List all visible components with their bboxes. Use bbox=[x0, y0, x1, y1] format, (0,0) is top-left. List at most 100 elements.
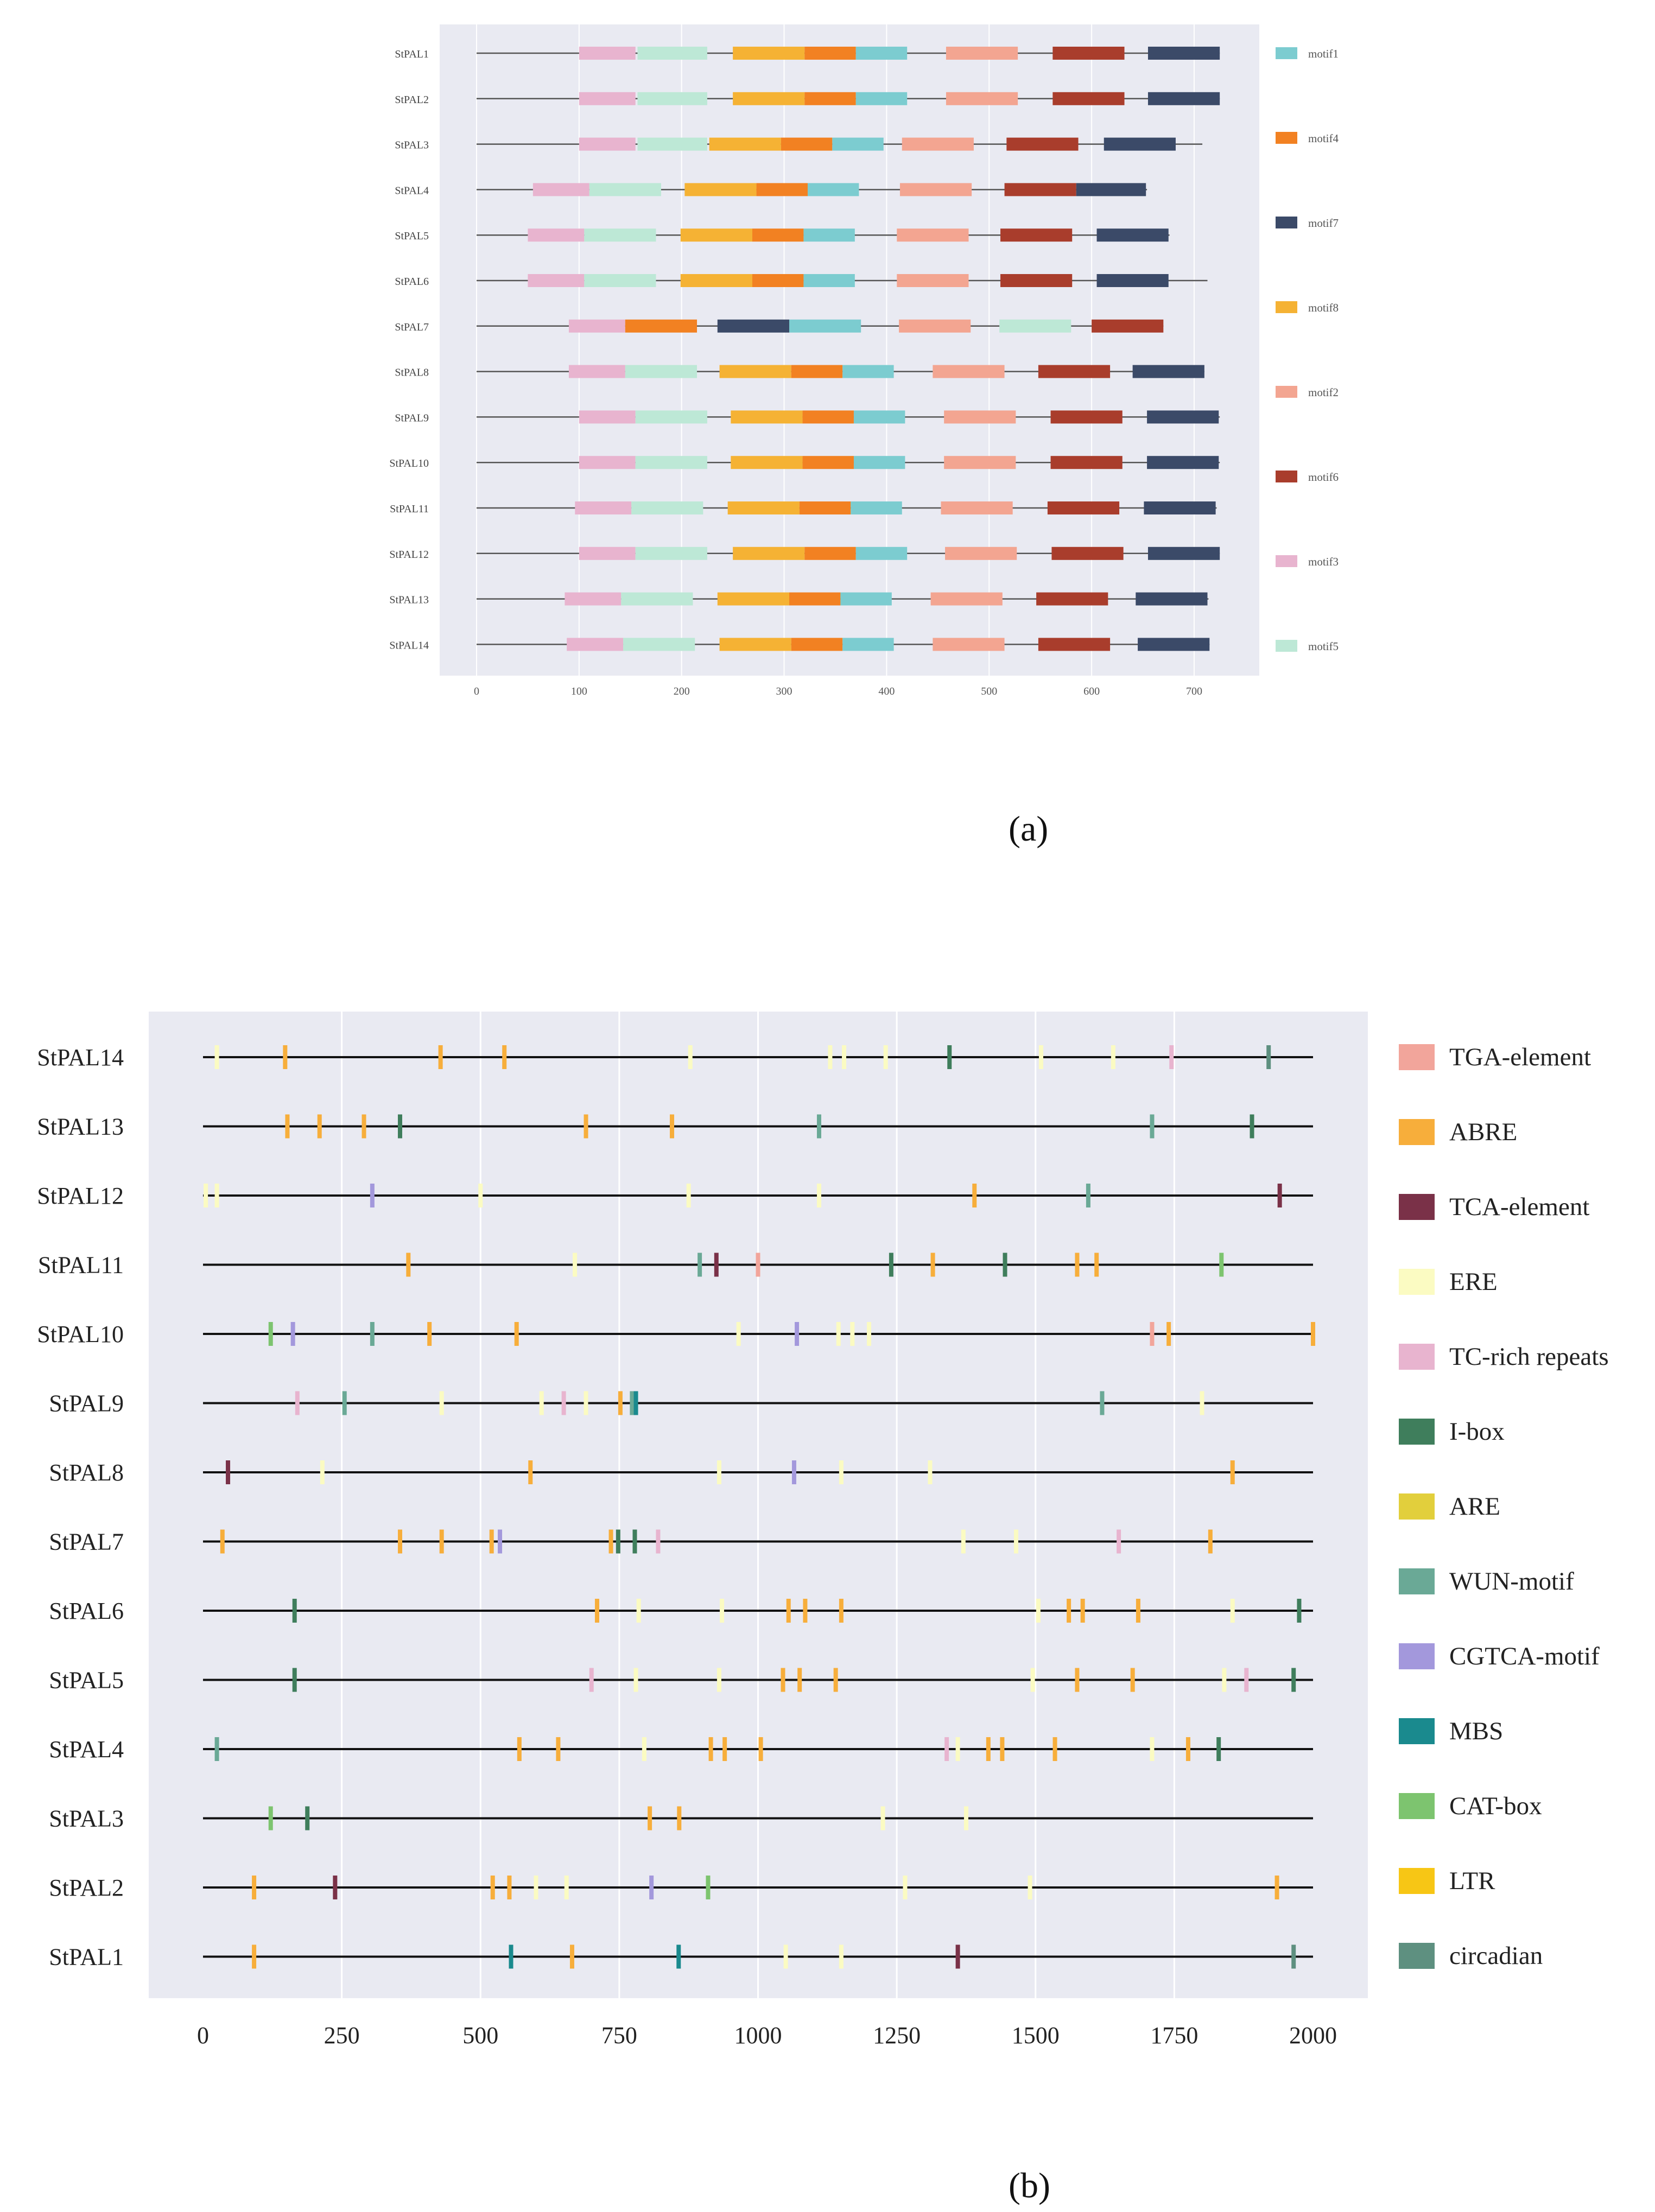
b-element-mark bbox=[889, 1253, 893, 1277]
a-motif-box bbox=[799, 501, 851, 514]
b-legend-swatch bbox=[1399, 1718, 1435, 1744]
a-motif-box bbox=[733, 92, 805, 105]
a-motif-box bbox=[631, 501, 703, 514]
b-element-mark bbox=[1230, 1460, 1235, 1484]
a-row-label: StPAL6 bbox=[395, 276, 429, 288]
a-tick-label: 400 bbox=[878, 685, 895, 697]
a-motif-box bbox=[842, 638, 894, 651]
b-element-mark bbox=[839, 1944, 844, 1969]
b-legend-label: TGA-element bbox=[1449, 1043, 1591, 1071]
panel-a-plot-background bbox=[440, 24, 1259, 676]
b-element-mark bbox=[509, 1944, 513, 1969]
a-legend-label: motif4 bbox=[1308, 132, 1339, 145]
a-tick-label: 600 bbox=[1083, 685, 1100, 697]
a-motif-box bbox=[933, 365, 1005, 378]
b-element-mark bbox=[490, 1876, 495, 1899]
b-element-mark bbox=[220, 1529, 225, 1554]
b-legend-label: CGTCA-motif bbox=[1449, 1642, 1600, 1670]
a-motif-box bbox=[855, 546, 908, 560]
b-element-mark bbox=[1219, 1253, 1224, 1277]
b-row-label: StPAL3 bbox=[49, 1806, 124, 1832]
b-element-mark bbox=[633, 1668, 638, 1692]
a-motif-box bbox=[1136, 592, 1208, 606]
b-element-mark bbox=[955, 1944, 960, 1969]
a-row-label: StPAL4 bbox=[395, 185, 429, 196]
a-motif-box bbox=[579, 546, 636, 560]
a-motif-box bbox=[840, 592, 892, 606]
a-motif-box bbox=[1096, 274, 1169, 287]
b-element-mark bbox=[1150, 1737, 1155, 1761]
a-motif-box bbox=[842, 365, 894, 378]
a-motif-box bbox=[902, 137, 974, 151]
a-legend-label: motif7 bbox=[1308, 217, 1339, 230]
b-element-mark bbox=[880, 1806, 885, 1830]
b-element-mark bbox=[1136, 1599, 1140, 1623]
a-legend-label: motif6 bbox=[1308, 471, 1339, 484]
b-tick-label: 250 bbox=[324, 2022, 360, 2049]
a-motif-box bbox=[1092, 319, 1164, 333]
a-row-label: StPAL9 bbox=[395, 412, 429, 424]
b-element-mark bbox=[686, 1184, 691, 1207]
b-element-mark bbox=[630, 1391, 635, 1415]
b-element-mark bbox=[252, 1876, 257, 1899]
b-legend-swatch bbox=[1399, 1344, 1435, 1370]
b-element-mark bbox=[670, 1114, 675, 1139]
b-element-mark bbox=[722, 1737, 727, 1761]
b-element-mark bbox=[507, 1876, 512, 1899]
a-motif-box bbox=[1052, 47, 1125, 60]
b-legend-label: LTR bbox=[1449, 1867, 1495, 1895]
a-motif-box bbox=[752, 274, 804, 287]
b-element-mark bbox=[816, 1114, 821, 1139]
b-element-mark bbox=[1067, 1599, 1071, 1623]
b-element-mark bbox=[883, 1045, 888, 1069]
a-motif-box bbox=[853, 410, 905, 424]
b-legend-label: I-box bbox=[1449, 1418, 1505, 1446]
b-element-mark bbox=[317, 1114, 322, 1139]
b-element-mark bbox=[947, 1045, 952, 1069]
b-element-mark bbox=[397, 1114, 402, 1139]
a-tick-label: 200 bbox=[674, 685, 690, 697]
a-motif-box bbox=[1052, 92, 1125, 105]
a-motif-box bbox=[567, 638, 624, 651]
b-legend-label: ARE bbox=[1449, 1492, 1500, 1521]
a-motif-box bbox=[897, 228, 969, 242]
b-element-mark bbox=[1185, 1737, 1190, 1761]
b-legend-swatch bbox=[1399, 1419, 1435, 1445]
panel-a-motif-chart: StPAL1 StPAL2 StPAL3 StPAL4 StPAL5 StPAL6 StPA… bbox=[389, 24, 1339, 697]
b-element-mark bbox=[1297, 1599, 1302, 1623]
a-motif-box bbox=[899, 319, 971, 333]
b-element-mark bbox=[961, 1529, 966, 1554]
a-motif-box bbox=[802, 456, 854, 469]
b-element-mark bbox=[1094, 1253, 1099, 1277]
b-element-mark bbox=[573, 1253, 578, 1277]
a-row-label: StPAL10 bbox=[389, 457, 429, 469]
a-row-label: StPAL8 bbox=[395, 367, 429, 379]
b-element-mark bbox=[290, 1322, 295, 1346]
b-tick-label: 1000 bbox=[734, 2022, 782, 2049]
a-row-label: StPAL14 bbox=[389, 639, 429, 651]
b-element-mark bbox=[1169, 1045, 1174, 1069]
a-legend-label: motif8 bbox=[1308, 301, 1339, 314]
a-motif-box bbox=[855, 47, 908, 60]
b-tick-label: 750 bbox=[601, 2022, 637, 2049]
b-element-mark bbox=[283, 1045, 288, 1069]
b-element-mark bbox=[1250, 1114, 1254, 1139]
a-motif-box bbox=[1050, 410, 1123, 424]
b-element-mark bbox=[320, 1460, 325, 1484]
a-motif-box bbox=[752, 228, 804, 242]
b-element-mark bbox=[867, 1322, 871, 1346]
a-motif-box bbox=[1076, 183, 1146, 196]
b-row-label: StPAL8 bbox=[49, 1459, 124, 1486]
b-tick-label: 2000 bbox=[1289, 2022, 1337, 2049]
b-element-mark bbox=[803, 1599, 808, 1623]
a-motif-box bbox=[717, 319, 789, 333]
a-motif-box bbox=[589, 183, 661, 196]
a-motif-box bbox=[781, 137, 833, 151]
b-element-mark bbox=[1277, 1184, 1282, 1207]
b-legend-swatch bbox=[1399, 1943, 1435, 1969]
b-element-mark bbox=[561, 1391, 566, 1415]
b-element-mark bbox=[539, 1391, 544, 1415]
a-motif-box bbox=[637, 47, 707, 60]
a-motif-box bbox=[1000, 274, 1073, 287]
b-legend-swatch bbox=[1399, 1044, 1435, 1070]
